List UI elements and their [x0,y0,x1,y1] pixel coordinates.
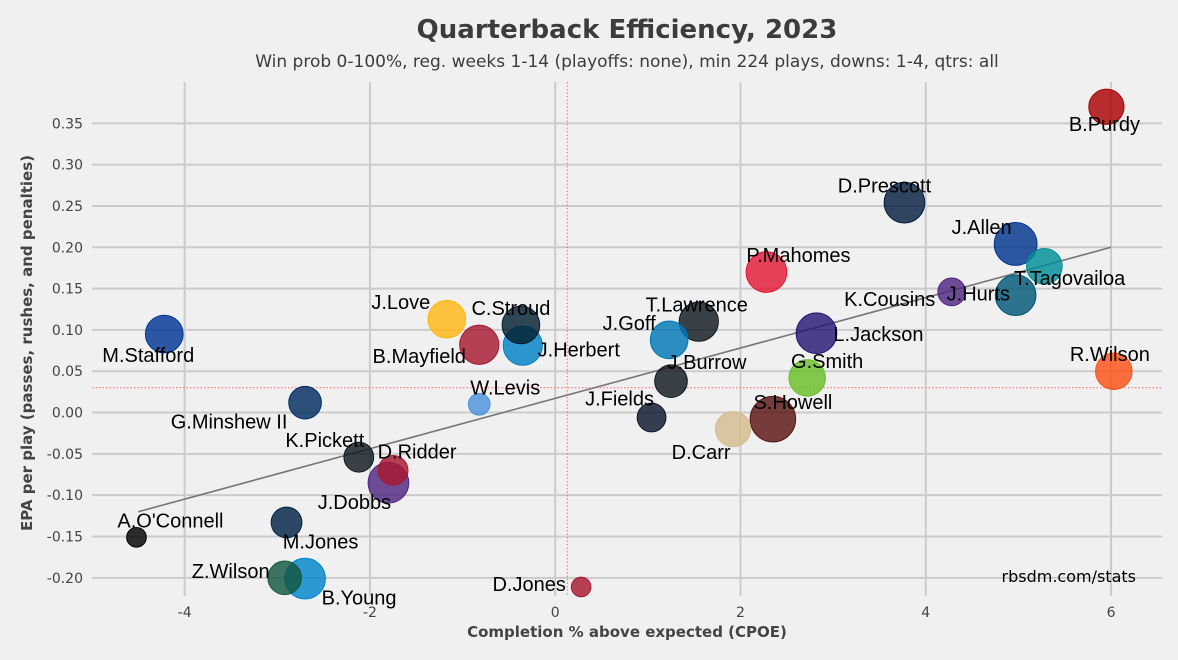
data-point [788,359,826,397]
data-point [501,305,541,345]
y-tick-label: 0.35 [52,116,83,132]
data-point [937,277,967,307]
data-point [343,441,375,473]
x-tick-label: 4 [921,605,930,621]
data-point-label: J.Goff [603,313,656,335]
y-tick-label: -0.20 [47,571,83,587]
chart-subtitle: Win prob 0-100%, reg. weeks 1-14 (playof… [255,52,999,72]
y-tick-label: 0.25 [52,199,83,215]
data-point-label: J.Fields [585,389,654,411]
data-point-label: J.Burrow [668,352,747,374]
y-tick-label: -0.10 [47,488,83,504]
data-point-label: T.Lawrence [646,295,748,317]
data-point-label: G.Smith [791,351,863,373]
data-point-label: J.Love [371,292,430,314]
data-point [749,395,797,443]
x-axis-label: Completion % above expected (CPOE) [467,623,787,641]
data-point [654,364,688,398]
data-point-label: D.Jones [492,574,565,596]
data-point-label: P.Mahomes [746,245,850,267]
data-point-label: B.Purdy [1069,114,1140,136]
data-point-label: A.O'Connell [117,510,223,532]
data-point [714,410,752,448]
grid [92,82,1162,596]
data-point [467,392,491,416]
data-point-label: L.Jackson [833,324,923,346]
y-tick-label: 0.15 [52,282,83,298]
y-tick-label: 0.10 [52,323,83,339]
data-point-label: T.Tagovailoa [1014,268,1126,290]
y-tick-label: 0.05 [52,364,83,380]
data-point [678,301,719,342]
chart-title: Quarterback Efficiency, 2023 [417,15,838,45]
data-point-label: R.Wilson [1070,344,1150,366]
data-point-label: Z.Wilson [192,561,270,583]
data-point [459,324,500,365]
axis-ticks: -4 -2 0 2 4 6 0.35 0.30 0.25 0.20 0.15 0.10 0.05 0.00… [47,116,1116,621]
x-tick-label: -2 [363,605,377,621]
data-point [883,181,926,224]
data-point-label: D.Prescott [838,176,932,198]
data-point-label: K.Pickett [285,430,364,452]
data-point [267,560,302,596]
data-point [795,312,838,355]
data-point [570,576,592,598]
y-tick-label: 0.00 [52,406,83,422]
data-point-label: C.Stroud [471,298,550,320]
data-point [993,222,1038,266]
data-point [649,320,689,360]
data-point-label: J.Hurts [947,283,1010,305]
data-point [377,454,409,486]
x-tick-label: -4 [178,605,192,621]
data-point [427,299,467,339]
y-axis-label: EPA per play (passes, rushes, and penalt… [18,155,36,531]
data-point-label: J.Allen [952,217,1012,239]
data-point-label: J.Dobbs [318,492,391,514]
data-point [126,527,147,548]
x-tick-label: 0 [551,605,560,621]
data-point-label: M.Jones [283,531,359,553]
y-tick-label: 0.30 [52,158,83,174]
data-point [636,402,667,433]
data-point [994,274,1037,317]
data-point-label: M.Stafford [102,345,194,367]
data-point [1088,88,1125,125]
source-credit: rbsdm.com/stats [1002,567,1136,586]
data-point [270,506,303,539]
data-points [126,88,1133,600]
y-tick-label: -0.05 [47,447,83,463]
data-point [745,251,788,293]
x-tick-label: 6 [1107,605,1116,621]
data-point-label: G.Minshew II [171,412,288,434]
data-point [1095,352,1133,390]
data-point-label: B.Young [322,588,397,610]
data-point [288,385,322,420]
data-point [1026,247,1063,285]
y-tick-label: -0.15 [47,530,83,546]
x-tick-label: 2 [736,605,745,621]
data-point-label: W.Levis [470,377,540,399]
data-point-label: B.Mayfield [373,346,466,368]
data-point-label: S.Howell [753,392,832,414]
data-point-label: J.Herbert [538,340,621,362]
data-point-label: K.Cousins [844,289,935,311]
y-tick-label: 0.20 [52,240,83,256]
data-point [144,314,184,354]
data-point-labels: B.Purdy D.Prescott J.Allen T.TagovailoaJ.Hu… [102,114,1150,610]
data-point-label: D.Ridder [378,441,457,463]
data-point-label: D.Carr [672,442,731,464]
